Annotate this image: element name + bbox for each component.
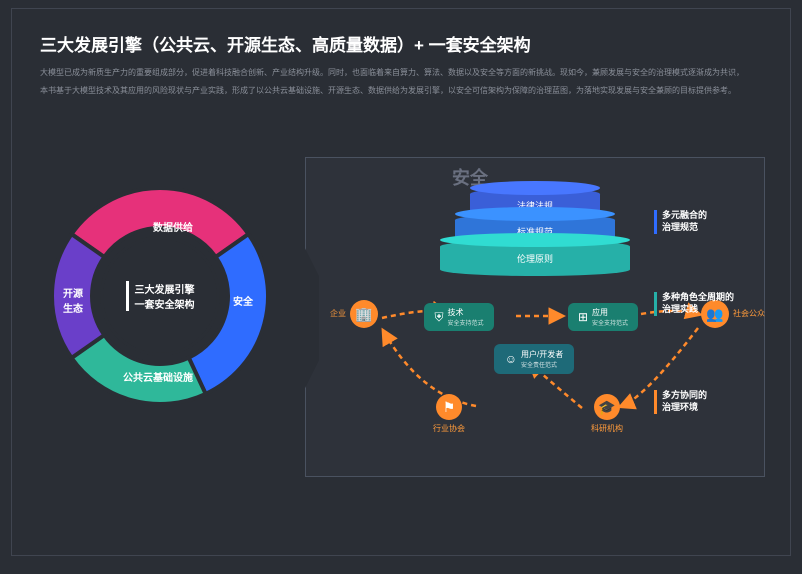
cylinder-stack: 法律法规标准规范伦理原则 <box>430 188 640 268</box>
donut-segment-label: 安全 <box>233 293 253 308</box>
actor-label-enterprise: 企业 <box>330 308 346 319</box>
donut-segment-label: 数据供给 <box>153 219 193 234</box>
side-label: 多方协同的治理环境 <box>654 390 707 413</box>
user-icon: ☺ <box>505 352 517 366</box>
actor-research: 🎓科研机构 <box>594 394 620 420</box>
side-label-line1: 多方协同的 <box>662 390 707 402</box>
app-icon: ⊞ <box>578 310 588 324</box>
side-label-line2: 治理规范 <box>662 222 707 234</box>
side-label-line2: 治理环境 <box>662 402 707 414</box>
page-title: 三大发展引擎（公共云、开源生态、高质量数据）+ 一套安全架构 <box>40 31 762 56</box>
subtitle-line-2: 本书基于大模型技术及其应用的风险现状与产业实践，形成了以公共云基础设施、开源生态… <box>40 84 762 98</box>
role-pill-tech: ⛨ 技术安全支持范式 <box>424 303 494 331</box>
enterprise-icon: 🏢 <box>355 306 372 323</box>
role-pill-app: ⊞ 应用安全支持范式 <box>568 303 638 331</box>
subtitle-line-1: 大模型已成为新质生产力的重要组成部分，促进着科技融合创新、产业结构升级。同时，也… <box>40 66 762 80</box>
donut-center-line-2: 一套安全架构 <box>135 296 195 311</box>
donut-center-line-1: 三大发展引擎 <box>135 281 195 296</box>
role-pill-label: 用户/开发者 <box>521 349 563 360</box>
role-pill-label: 应用 <box>592 307 628 318</box>
side-label: 多元融合的治理规范 <box>654 210 707 233</box>
actor-label-research: 科研机构 <box>591 423 623 434</box>
donut-chart: 三大发展引擎 一套安全架构 数据供给安全公共云基础设施 开源 生态 <box>45 181 275 411</box>
actor-label-public: 社会公众 <box>733 308 765 319</box>
donut-segment-label: 公共云基础设施 <box>123 369 193 384</box>
role-pill-user: ☺ 用户/开发者安全责任范式 <box>494 344 574 374</box>
role-pill-sub: 安全责任范式 <box>521 360 563 369</box>
actor-label-assoc: 行业协会 <box>433 423 465 434</box>
side-label-line1: 多种角色全周期的 <box>662 292 734 304</box>
tech-icon: ⛨ <box>434 310 443 325</box>
security-panel: 安全 法律法规标准规范伦理原则 ⛨技术安全支持范式⊞应用安全支持范式☺用户/开发… <box>305 157 765 477</box>
donut-segment-label: 开源 生态 <box>63 285 83 315</box>
actor-assoc: ⚑行业协会 <box>436 394 462 420</box>
notch-arrow <box>305 248 319 388</box>
role-pill-label: 技术 <box>448 307 484 318</box>
research-icon: 🎓 <box>598 399 615 416</box>
role-pill-sub: 安全支持范式 <box>448 318 484 327</box>
side-label-line2: 治理实践 <box>662 304 734 316</box>
cylinder-layer: 伦理原则 <box>440 240 630 276</box>
side-label-line1: 多元融合的 <box>662 210 707 222</box>
side-label: 多种角色全周期的治理实践 <box>654 292 734 315</box>
assoc-icon: ⚑ <box>443 399 456 416</box>
role-pill-sub: 安全支持范式 <box>592 318 628 327</box>
donut-center: 三大发展引擎 一套安全架构 <box>100 236 220 356</box>
diagram-content: 三大发展引擎 一套安全架构 数据供给安全公共云基础设施 开源 生态 安全 法律法规… <box>40 101 762 521</box>
actor-enterprise: 🏢企业 <box>350 300 378 328</box>
